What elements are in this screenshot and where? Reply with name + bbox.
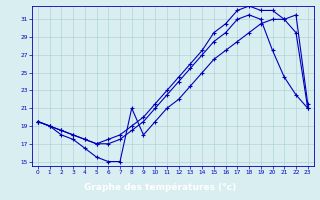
Text: Graphe des températures (°c): Graphe des températures (°c) (84, 182, 236, 192)
